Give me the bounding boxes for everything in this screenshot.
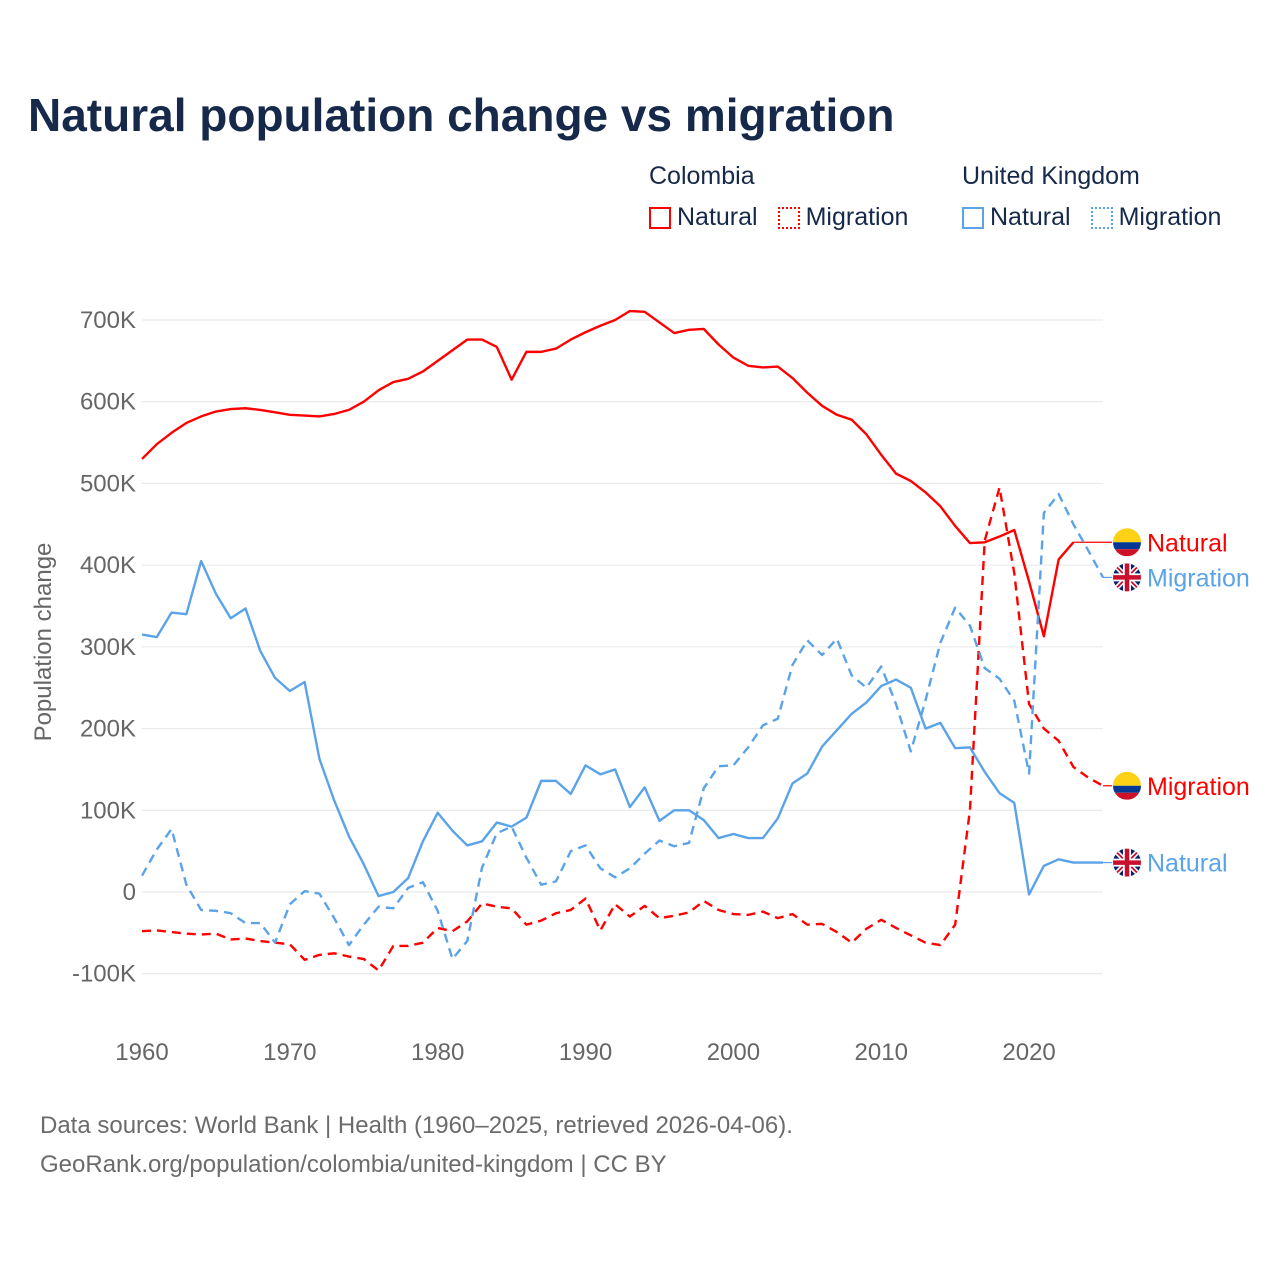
y-tick-label: 700K <box>80 307 136 334</box>
y-tick-label: 600K <box>80 389 136 416</box>
flag-yellow <box>1113 771 1141 786</box>
uk-flag-icon <box>1113 848 1141 877</box>
series-end-label: Natural <box>1147 850 1228 878</box>
flag-body <box>1113 848 1141 877</box>
source-line-1: Data sources: World Bank | Health (1960–… <box>40 1112 793 1139</box>
legend-label: Natural <box>990 203 1071 231</box>
x-tick-label: 1970 <box>263 1039 316 1066</box>
legend-label: Migration <box>805 203 909 231</box>
x-tick-label: 1990 <box>559 1039 612 1066</box>
source-link[interactable]: GeoRank.org/population/colombia/united-k… <box>40 1151 667 1178</box>
series-line-colombia-natural <box>141 309 1075 638</box>
y-tick-label: 0 <box>123 879 136 906</box>
colombia-flag-icon <box>1113 528 1141 557</box>
series-line-united-kingdom-migration <box>140 492 1105 961</box>
series-line-colombia-migration <box>141 486 1104 972</box>
chart-title: Natural population change vs migration <box>28 89 895 141</box>
y-tick-label: -100K <box>72 961 136 988</box>
legend-item-uk-natural[interactable]: Natural <box>962 203 1071 232</box>
y-axis-label: Population change <box>30 543 57 742</box>
legend-label: Migration <box>1118 203 1222 231</box>
y-tick-label: 100K <box>80 797 136 824</box>
series-end-label: Migration <box>1147 773 1250 801</box>
y-tick-label: 400K <box>80 552 136 579</box>
y-tick-label: 300K <box>80 634 136 661</box>
flag-cross-red <box>1113 848 1141 877</box>
flag-body <box>1113 563 1141 592</box>
series-line-united-kingdom-natural <box>141 559 1103 898</box>
legend-swatch-dotted <box>777 206 800 229</box>
legend-label: Natural <box>677 203 758 231</box>
legend-group-uk: United Kingdom Natural Migration <box>962 162 1221 232</box>
series-end-label: Natural <box>1147 529 1228 557</box>
flag-cross-red <box>1113 563 1141 592</box>
legend-item-colombia-migration[interactable]: Migration <box>777 203 909 232</box>
source-note: Data sources: World Bank | Health (1960–… <box>40 1106 793 1184</box>
x-tick-label: 1980 <box>411 1039 464 1066</box>
legend-item-uk-migration[interactable]: Migration <box>1090 203 1222 232</box>
x-tick-label: 2010 <box>855 1039 908 1066</box>
legend-item-colombia-natural[interactable]: Natural <box>649 203 758 232</box>
legend-swatch-dotted <box>1090 206 1113 229</box>
x-tick-label: 2000 <box>707 1039 760 1066</box>
flag-red <box>1113 549 1141 557</box>
x-tick-label: 1960 <box>115 1039 168 1066</box>
legend-swatch-solid <box>962 206 984 229</box>
series-end-label: Migration <box>1147 564 1250 592</box>
flag-yellow <box>1113 528 1141 543</box>
y-tick-label: 200K <box>80 716 136 743</box>
legend-group-title: Colombia <box>649 162 755 190</box>
line-chart: -100K 0 100K 200K 300K 400K 500K 600K 700K 1960 19… <box>30 307 1250 1066</box>
flag-red <box>1113 792 1141 800</box>
flag-blue <box>1113 785 1141 793</box>
y-tick-label: 500K <box>80 470 136 497</box>
colombia-flag-icon <box>1113 771 1141 800</box>
x-tick-label: 2020 <box>1002 1039 1055 1066</box>
flag-blue <box>1113 542 1141 550</box>
legend-group-title: United Kingdom <box>962 162 1140 190</box>
legend-swatch-solid <box>649 206 671 229</box>
legend-group-colombia: Colombia Natural Migration <box>649 162 908 232</box>
uk-flag-icon <box>1113 563 1141 592</box>
